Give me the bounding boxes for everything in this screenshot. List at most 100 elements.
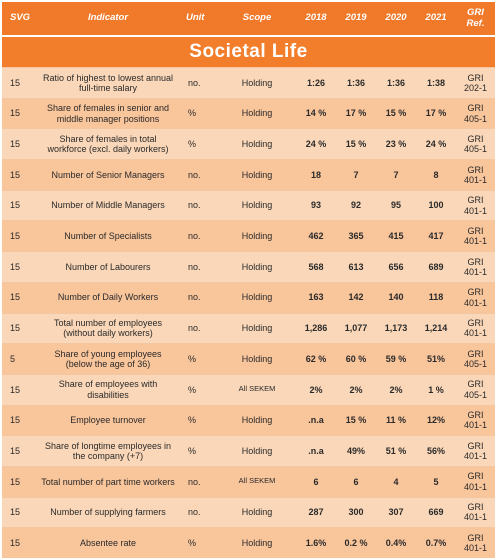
table-row: 15 Employee turnover% Holding .n.a 15 % 11 % 1… xyxy=(2,404,495,436)
cell-2018: 1.6% xyxy=(305,537,327,548)
cell-2020: 656 xyxy=(388,261,404,272)
cell-gri-ref: GRI 401-1 xyxy=(463,410,488,431)
cell-2019: 7 xyxy=(353,169,359,180)
cell-2018: 163 xyxy=(308,292,324,303)
cell-gri-ref: GRI 401-1 xyxy=(463,318,488,339)
cell-gri-ref: GRI 405-1 xyxy=(463,379,488,400)
cell-svg: 15 xyxy=(10,169,21,180)
cell-2021: 51% xyxy=(426,353,445,364)
cell-svg: 5 xyxy=(10,353,16,364)
cell-unit: no. xyxy=(188,323,201,334)
cell-2019: 142 xyxy=(348,292,364,303)
cell-indicator: Share of females in senior and middle ma… xyxy=(46,103,170,124)
table-row: 15 Number of Senior Managers no. Holding 18 7… xyxy=(2,159,495,190)
cell-scope: All SEKEM xyxy=(238,384,276,394)
cell-unit: % xyxy=(188,537,197,548)
cell-2020: 95 xyxy=(390,200,401,211)
table-row: 15 Total number of employees (without dai… xyxy=(2,312,495,344)
header-2019: 2019 xyxy=(345,12,367,24)
cell-gri-ref: GRI 401-1 xyxy=(463,502,488,523)
cell-svg: 15 xyxy=(10,384,21,395)
cell-2019: 60 % xyxy=(345,353,367,364)
cell-indicator: Number of Labourers xyxy=(65,261,151,272)
cell-unit: no. xyxy=(188,200,201,211)
table-row: 15 Number of Daily Workers no. Holding 163 14… xyxy=(2,281,495,313)
cell-svg: 15 xyxy=(10,415,21,426)
cell-scope: Holding xyxy=(241,323,273,334)
cell-gri-ref: GRI 202-1 xyxy=(463,72,488,93)
header-gri-ref: GRI Ref. xyxy=(466,6,485,29)
cell-2020: 415 xyxy=(388,231,404,242)
cell-indicator: Number of Senior Managers xyxy=(51,169,165,180)
cell-2020: 7 xyxy=(393,169,399,180)
cell-2020: 1:36 xyxy=(386,77,405,88)
cell-2020: 4 xyxy=(393,476,399,487)
cell-2018: 24 % xyxy=(305,139,327,150)
cell-unit: no. xyxy=(188,169,201,180)
cell-svg: 15 xyxy=(10,108,21,119)
cell-2021: 1,214 xyxy=(424,323,448,334)
table-header: SVG Indicator Unit Scope 2018 2019 2020 … xyxy=(2,2,495,35)
cell-unit: % xyxy=(188,445,197,456)
section-title: Societal Life xyxy=(2,35,495,67)
table-body: 15 Ratio of highest to lowest annual full… xyxy=(2,67,495,558)
cell-2019: 1,077 xyxy=(344,323,368,334)
cell-2019: 49% xyxy=(346,445,365,456)
cell-indicator: Number of supplying farmers xyxy=(50,507,166,518)
cell-indicator: Number of Daily Workers xyxy=(57,292,159,303)
cell-2021: 8 xyxy=(433,169,439,180)
cell-scope: Holding xyxy=(241,77,273,88)
cell-gri-ref: GRI 401-1 xyxy=(463,164,488,185)
cell-unit: % xyxy=(188,139,197,150)
cell-scope: Holding xyxy=(241,415,273,426)
cell-gri-ref: GRI 401-1 xyxy=(463,225,488,247)
header-scope: Scope xyxy=(242,12,272,24)
cell-2021: 1 % xyxy=(428,384,444,395)
cell-2019: 2% xyxy=(349,384,363,395)
cell-2021: 417 xyxy=(428,231,444,242)
cell-svg: 15 xyxy=(10,200,21,211)
cell-indicator: Share of longtime employees in the compa… xyxy=(44,440,172,462)
cell-2021: 118 xyxy=(428,292,444,303)
cell-2018: 18 xyxy=(310,169,321,180)
table-row: 15 Share of females in total workforce (e… xyxy=(2,128,495,160)
header-indicator: Indicator xyxy=(87,12,129,24)
cell-gri-ref: GRI 401-1 xyxy=(463,440,488,462)
cell-2019: 365 xyxy=(348,231,364,242)
cell-scope: Holding xyxy=(241,507,273,518)
table-row: 15 Share of females in senior and middle … xyxy=(2,97,495,129)
cell-gri-ref: GRI 405-1 xyxy=(463,348,488,370)
cell-2019: 300 xyxy=(348,507,364,518)
cell-2019: 6 xyxy=(353,476,359,487)
cell-scope: Holding xyxy=(241,292,273,303)
cell-2019: 613 xyxy=(348,261,364,272)
header-2020: 2020 xyxy=(385,12,407,24)
cell-scope: Holding xyxy=(241,200,273,211)
cell-2020: 59 % xyxy=(385,353,407,364)
cell-scope: Holding xyxy=(241,139,273,150)
cell-2018: 62 % xyxy=(305,353,327,364)
cell-svg: 15 xyxy=(10,445,21,456)
cell-2018: 1,286 xyxy=(304,323,328,334)
cell-scope: Holding xyxy=(241,231,273,242)
cell-indicator: Share of females in total workforce (exc… xyxy=(47,133,169,155)
cell-indicator: Ratio of highest to lowest annual full-t… xyxy=(42,72,174,93)
cell-unit: % xyxy=(188,384,197,395)
cell-2021: 100 xyxy=(428,200,444,211)
cell-2019: 1:36 xyxy=(346,77,365,88)
cell-svg: 15 xyxy=(10,323,21,334)
table-row: 15 Number of Middle Managers no. Holding 93 9… xyxy=(2,189,495,221)
cell-svg: 15 xyxy=(10,292,21,303)
cell-scope: Holding xyxy=(241,445,273,456)
cell-scope: All SEKEM xyxy=(238,476,276,486)
cell-indicator: Share of employees with disabilities xyxy=(58,379,158,400)
header-2021: 2021 xyxy=(425,12,447,24)
cell-unit: no. xyxy=(188,476,201,487)
cell-2018: 1:26 xyxy=(306,77,325,88)
cell-2021: 12% xyxy=(426,415,445,426)
cell-gri-ref: GRI 401-1 xyxy=(463,532,488,554)
cell-gri-ref: GRI 401-1 xyxy=(463,471,488,492)
cell-scope: Holding xyxy=(241,537,273,548)
cell-2021: 0.7% xyxy=(425,537,447,548)
cell-unit: % xyxy=(188,415,197,426)
